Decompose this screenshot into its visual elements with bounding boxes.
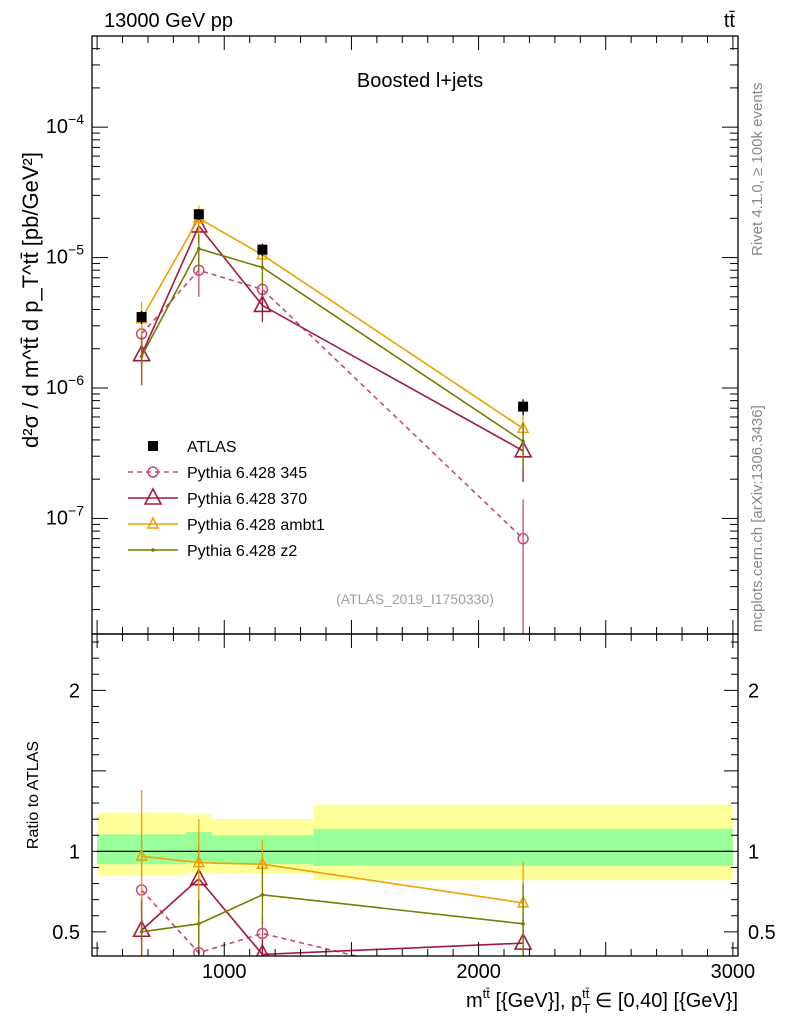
series-pythia-6-428-ambt1 — [135, 205, 530, 453]
x-tick-label: 1000 — [202, 961, 247, 983]
ratio-frame — [91, 633, 739, 957]
ratio-data-point — [521, 922, 525, 926]
series-line — [140, 224, 524, 452]
ratio-y-tick-label: 0.5 — [52, 922, 80, 944]
header-energy-label: 13000 GeV pp — [104, 10, 233, 32]
legend-marker — [148, 441, 158, 451]
ratio-inner-band — [313, 828, 733, 866]
legend-entry: ATLAS — [148, 439, 237, 456]
x-tick-label: 3000 — [711, 961, 756, 983]
ratio-data-point — [260, 893, 265, 897]
ratio-data-point — [192, 854, 206, 868]
legend-marker — [147, 466, 159, 478]
atlas-data-point — [136, 312, 147, 323]
ratio-data-point — [255, 943, 269, 956]
ratio-series-pythia-6-428-z2 — [139, 865, 525, 956]
atlas-data-point — [518, 401, 529, 412]
legend-label: Pythia 6.428 345 — [187, 465, 307, 482]
ratio-panel: 1000 2000 3000 0.5 0.5 1 1 2 2 Ratio to ATLAS mt… — [25, 633, 776, 1016]
atlas-data-point — [257, 244, 268, 255]
ratio-y-tick-label-right: 1 — [748, 841, 759, 863]
legend-entry: Pythia 6.428 345 — [128, 465, 307, 482]
data-point — [253, 294, 272, 313]
series-atlas-data — [136, 209, 529, 416]
ratio-y-tick-label-right: 2 — [748, 680, 759, 702]
legend: ATLAS Pythia 6.428 345 Pythia 6.428 370 Pyt… — [128, 439, 325, 560]
legend-label: Pythia 6.428 z2 — [187, 543, 297, 560]
y-axis-label: d²σ / d m^tt̄ d p_T^tt̄ [pb/GeV²] — [18, 152, 43, 448]
analysis-id-label: (ATLAS_2019_I1750330) — [336, 591, 494, 607]
data-point — [521, 439, 525, 444]
atlas-data-point — [193, 209, 204, 220]
mcplots-label: mcplots.cern.ch [arXiv:1306.3436] — [749, 405, 766, 632]
ratio-data-point — [135, 848, 148, 861]
ratio-y-tick-label: 1 — [69, 841, 80, 863]
legend-marker — [143, 487, 163, 505]
legend-entry: Pythia 6.428 z2 — [128, 543, 297, 560]
legend-label: Pythia 6.428 ambt1 — [187, 517, 325, 534]
ratio-series-line — [141, 877, 524, 956]
data-point — [260, 265, 265, 270]
legend-label: Pythia 6.428 370 — [187, 491, 307, 508]
y-tick-label: 10−5 — [46, 242, 84, 269]
legend-marker — [146, 516, 160, 529]
y-tick-label: 10−7 — [46, 502, 84, 529]
series-line — [140, 247, 524, 443]
data-point — [517, 532, 529, 545]
ratio-y-axis-label: Ratio to ATLAS — [25, 741, 42, 849]
ratio-series-line — [141, 855, 524, 904]
ratio-data-point — [139, 930, 144, 934]
header-process-label: tt̄ — [724, 10, 736, 32]
series-line — [140, 269, 524, 540]
ratio-series-line — [141, 889, 360, 956]
data-point — [139, 354, 144, 359]
ratio-y-tick-label-right: 0.5 — [748, 922, 776, 944]
y-tick-label: 10−4 — [46, 111, 84, 138]
ratio-data-point — [256, 927, 269, 940]
ratio-series-line — [141, 894, 524, 933]
x-tick-label: 2000 — [456, 961, 501, 983]
legend-marker — [151, 548, 155, 552]
plot-title: Boosted l+jets — [357, 70, 483, 92]
legend-entry: Pythia 6.428 ambt1 — [128, 516, 325, 534]
series-pythia-6-428-z2 — [139, 234, 525, 469]
ratio-y-tick-label: 2 — [69, 680, 80, 702]
main-panel: 10−7 10−6 10−5 10−4 Boosted l+jets (ATLAS_2… — [18, 35, 739, 635]
ratio-data-point — [197, 922, 201, 926]
legend-label: ATLAS — [187, 439, 237, 456]
data-point — [197, 246, 201, 251]
series-line — [140, 217, 524, 430]
x-axis-label: mtt̄ [{GeV}], pTtt̄ ∈ [0,40] [{GeV}] — [466, 986, 738, 1016]
legend-entry: Pythia 6.428 370 — [128, 487, 307, 508]
rivet-version-label: Rivet 4.1.0, ≥ 100k events — [749, 83, 766, 256]
y-tick-label: 10−6 — [46, 372, 84, 399]
